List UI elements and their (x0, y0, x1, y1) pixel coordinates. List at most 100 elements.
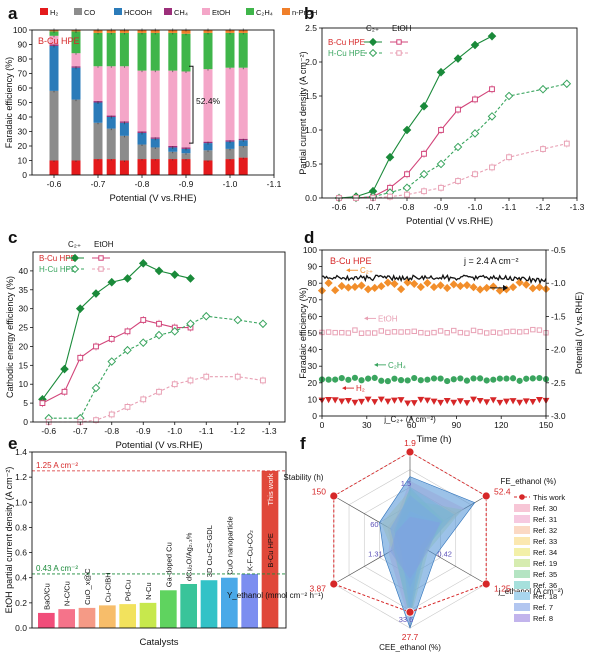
reference-envelope (379, 476, 476, 629)
series-line (42, 262, 191, 400)
bar-segment (137, 32, 147, 71)
panel-c-xtick-label: -1.3 (262, 426, 277, 436)
data-point (325, 376, 332, 383)
data-point (470, 396, 477, 403)
bar-segment (181, 33, 191, 72)
data-point (203, 373, 210, 380)
data-point (410, 400, 418, 407)
data-point (61, 388, 68, 395)
legend-label: HCOOH (124, 8, 152, 17)
data-point (107, 277, 117, 287)
data-point (93, 417, 99, 424)
data-point (338, 374, 345, 382)
this-work-point (405, 447, 415, 457)
bar-segment (119, 160, 129, 175)
data-point (495, 286, 504, 295)
legend-label: Ref. 33 (533, 537, 557, 546)
data-point (418, 329, 424, 336)
data-point (477, 328, 483, 335)
legend-swatch-co (74, 8, 82, 15)
data-point (476, 397, 484, 405)
data-point (138, 259, 148, 268)
panel-e-ytick-label: 1.4 (15, 447, 27, 457)
category-label: dCu₂O/Ag₂.₃% (185, 532, 194, 581)
series-line (48, 315, 264, 419)
data-point (489, 397, 497, 404)
data-point (463, 377, 471, 384)
data-point (396, 285, 406, 294)
data-point (331, 286, 340, 295)
potential-trace (321, 273, 547, 285)
data-point (489, 86, 495, 93)
data-point (358, 398, 365, 406)
data-point (370, 283, 379, 293)
data-point (437, 328, 444, 334)
panel-c-ytick-label: 15 (19, 360, 29, 370)
category-label: N-C/Cu (63, 581, 72, 606)
bar (119, 604, 137, 628)
data-point (377, 396, 385, 403)
bar-segment (150, 32, 160, 71)
data-point (529, 375, 536, 382)
bar-segment (203, 143, 213, 151)
legend-label: Ref. 32 (533, 526, 557, 535)
bar (58, 609, 76, 628)
bar-segment (137, 159, 147, 175)
bar-segment (238, 32, 248, 68)
data-point (91, 383, 101, 393)
panel-d-ytick-label-right: -2.0 (551, 345, 566, 355)
data-point (462, 281, 472, 290)
data-point (404, 191, 410, 198)
data-point (385, 329, 391, 336)
category-label: Cu-CIBH (103, 572, 112, 602)
data-point (424, 376, 431, 383)
series-line (339, 88, 493, 199)
bar-segment (181, 153, 191, 160)
radar-max-label: 150 (312, 487, 326, 497)
legend-label: EtOH (212, 8, 230, 17)
data-point (449, 280, 458, 289)
data-point (404, 400, 412, 407)
data-point (171, 381, 178, 388)
data-point (75, 304, 85, 313)
reference-label: 1.25 A cm⁻² (36, 461, 78, 470)
data-point (108, 335, 115, 342)
category-label: B-Cu HPE (266, 533, 275, 568)
panel-d-xlabel: Time (h) (416, 434, 451, 445)
data-point (450, 399, 458, 406)
panel-d-ytick-label: 20 (308, 378, 318, 388)
panel-c-xtick-label: -0.8 (104, 426, 119, 436)
series-line (338, 35, 493, 199)
bar-segment (181, 71, 191, 148)
annotation-label: 52.4% (196, 96, 221, 106)
legend-marker (396, 50, 402, 56)
legend-swatch-nproh (282, 8, 290, 15)
this-work-point (329, 579, 339, 589)
data-point (140, 396, 147, 403)
legend-label: Ref. 18 (533, 592, 557, 601)
radar-axis-label: Stability (h) (283, 473, 323, 482)
data-point (470, 375, 477, 382)
panel-b-ytick-label: 0.5 (305, 159, 317, 169)
legend-swatch-hcooh (114, 8, 122, 15)
legend-label: H-Cu HPE (39, 265, 76, 274)
panel-d-xtick-label: 90 (452, 420, 462, 430)
data-point (358, 377, 365, 384)
panel-label: f (300, 434, 306, 453)
panel-c-ytick-label: 20 (19, 341, 29, 351)
data-point (377, 282, 386, 291)
data-point (258, 319, 268, 329)
panel-a-ytick-label: 30 (18, 127, 28, 137)
legend-marker (98, 266, 104, 272)
panel-b-xtick-label: -1.1 (502, 202, 517, 212)
panel-b-frame (321, 27, 578, 199)
bar-segment (137, 132, 147, 145)
data-point (397, 397, 405, 404)
data-point (487, 31, 497, 41)
panel-e-ytick-label: 0.6 (15, 548, 27, 558)
data-point (421, 150, 427, 157)
bar-segment (150, 147, 160, 160)
reference-label: 0.43 A cm⁻² (36, 564, 78, 573)
panel-d-ytick-label: 60 (308, 311, 318, 321)
bar-segment (238, 140, 248, 146)
